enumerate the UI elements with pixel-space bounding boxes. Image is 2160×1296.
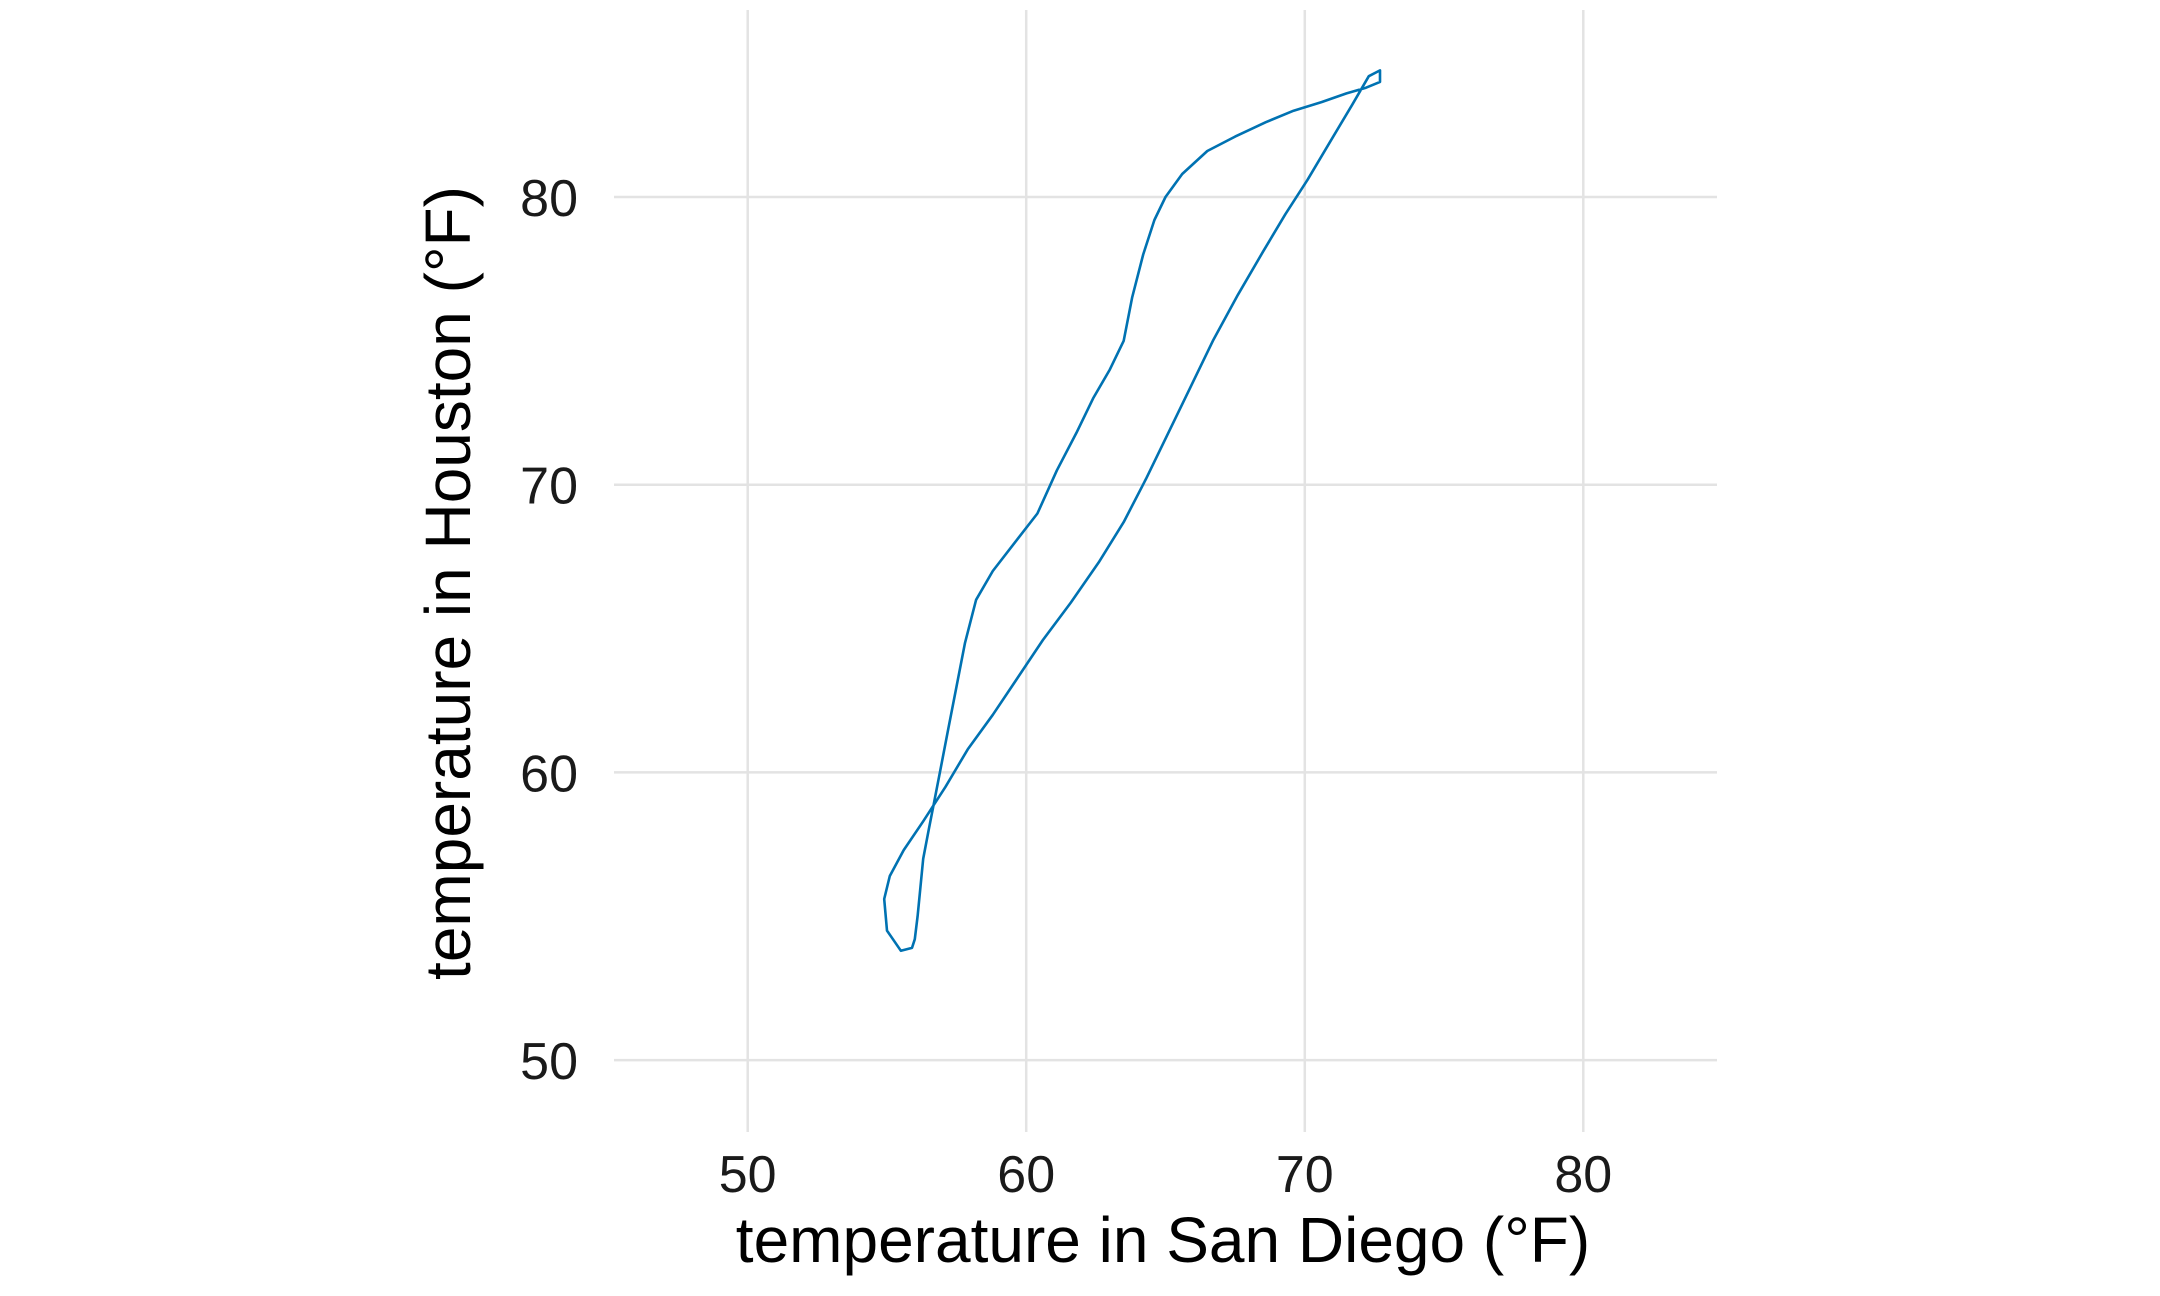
y-tick-label: 70 xyxy=(520,458,578,516)
series-line xyxy=(882,69,1382,953)
x-tick-label: 70 xyxy=(1276,1146,1334,1204)
x-tick-label: 50 xyxy=(719,1146,777,1204)
x-tick-label: 80 xyxy=(1554,1146,1612,1204)
y-tick-label: 60 xyxy=(520,745,578,803)
x-tick-label: 60 xyxy=(997,1146,1055,1204)
y-axis-title: temperature in Houston (°F) xyxy=(412,186,484,980)
y-tick-label: 80 xyxy=(520,170,578,228)
series-layer xyxy=(882,69,1382,953)
tick-labels: 50 60 70 80 50 60 70 80 xyxy=(520,170,1612,1204)
y-tick-label: 50 xyxy=(520,1033,578,1091)
x-axis-title: temperature in San Diego (°F) xyxy=(736,1204,1590,1276)
grid xyxy=(614,10,1717,1132)
